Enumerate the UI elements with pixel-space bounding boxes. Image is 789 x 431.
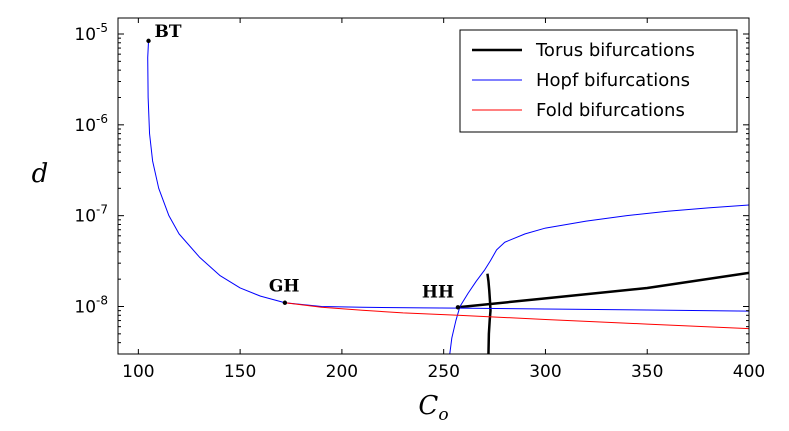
annotation-label-hh: HH (422, 282, 454, 302)
annotation-label-gh: GH (269, 277, 300, 297)
x-tick-label: 250 (427, 362, 459, 382)
legend-label: Hopf bifurcations (536, 70, 690, 91)
x-tick-label: 300 (529, 362, 561, 382)
x-axis-ticks: 100 150 200 250 300 350 400 (122, 18, 765, 382)
series-line-torus-bifurcations-1 (457, 271, 749, 309)
y-tick-label: 10-5 (74, 21, 108, 45)
y-tick-label: 10-7 (74, 203, 108, 227)
x-axis-label: Co (418, 391, 448, 425)
series-line-fold-bifurcations-1 (284, 302, 749, 330)
legend-label: Torus bifurcations (535, 40, 695, 61)
annotations-layer: BT GH HH (146, 22, 461, 310)
x-tick-label: 150 (224, 362, 256, 382)
plot-frame (117, 17, 750, 355)
series-line-hopf-bifurcations-1 (147, 40, 749, 312)
x-tick-label: 200 (326, 362, 358, 382)
y-axis-ticks: 10-8 10-7 10-6 10-5 (74, 21, 749, 355)
x-axis-label-main: C (418, 391, 438, 421)
x-tick-label: 350 (631, 362, 663, 382)
annotation-point-hh (455, 305, 461, 310)
series-line-torus-bifurcations-2 (486, 273, 492, 354)
series-line-hopf-bifurcations-2 (449, 204, 749, 354)
legend-box (459, 29, 738, 133)
legend-label: Fold bifurcations (536, 100, 685, 121)
y-tick-label: 10-6 (74, 112, 108, 136)
y-tick-label: 10-8 (74, 294, 108, 318)
annotation-point-gh (282, 300, 288, 305)
x-tick-label: 100 (122, 362, 154, 382)
x-tick-label: 400 (733, 362, 765, 382)
annotation-label-bt: BT (155, 22, 182, 42)
annotation-point-bt (146, 38, 151, 44)
y-axis-label: d (32, 159, 49, 189)
legend: Torus bifurcations Hopf bifurcations Fold … (459, 29, 738, 133)
series-layer (147, 40, 749, 354)
x-axis-label-subscript: o (438, 405, 448, 425)
